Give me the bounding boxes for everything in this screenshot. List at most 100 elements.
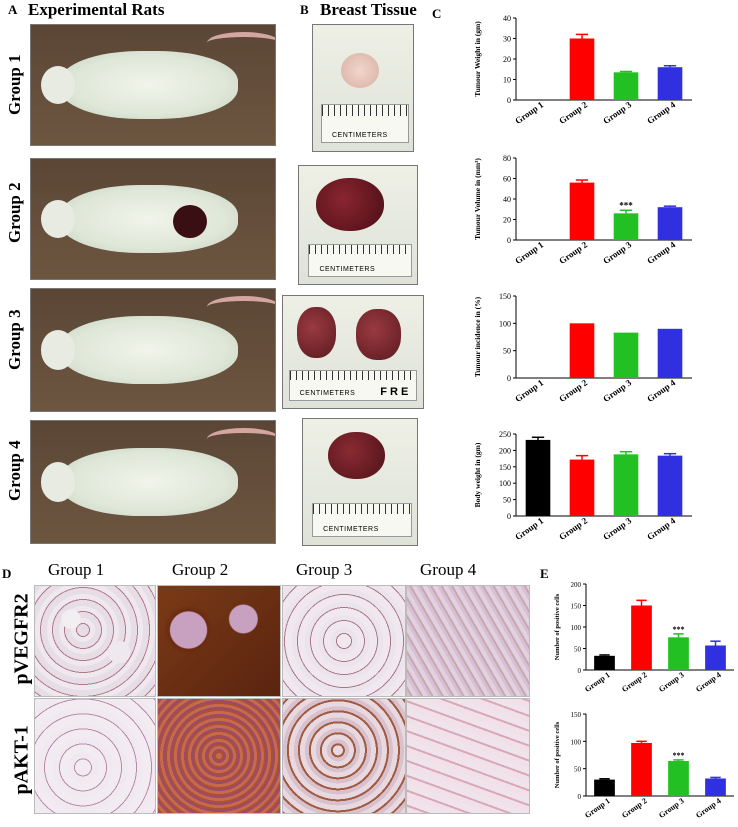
rat-photo-group-2 [30, 158, 276, 280]
y-tick-label: 0 [507, 96, 511, 105]
panel-c-letter: C [432, 6, 442, 21]
y-axis-label: Number of positive cells [554, 721, 561, 788]
bar [668, 637, 689, 670]
x-tick-label: Group 3 [601, 99, 633, 126]
x-tick-label: Group 2 [557, 377, 589, 404]
y-axis-label: Tumour Weight in (gm) [473, 21, 482, 97]
y-tick-label: 20 [503, 55, 511, 64]
row-label-group-1: Group 1 [5, 54, 24, 115]
bar [668, 761, 689, 796]
x-tick-label: Group 2 [620, 670, 649, 694]
bar [613, 72, 639, 100]
panel-b-letter: B [300, 2, 309, 17]
hist-col-group-1: Group 1 [48, 560, 105, 579]
x-tick-label: Group 1 [583, 670, 612, 694]
row-label-group-4: Group 4 [5, 440, 24, 501]
y-tick-label: 50 [574, 766, 582, 774]
y-tick-label: 50 [503, 347, 511, 356]
significance-label: *** [673, 751, 685, 760]
y-tick-label: 150 [571, 711, 582, 719]
bar [705, 645, 726, 670]
y-tick-label: 150 [499, 463, 511, 472]
bar [569, 323, 595, 378]
x-tick-label: Group 1 [513, 515, 545, 542]
bar [613, 332, 639, 378]
bar [569, 38, 595, 100]
body-weight-chart: Body weight in (gm) 0 50 100 150 200 250 Group … [473, 430, 692, 542]
tumour-mass [172, 204, 207, 239]
x-tick-label: Group 3 [601, 239, 633, 266]
y-tick-label: 50 [574, 646, 582, 654]
significance-label: *** [673, 625, 685, 634]
bar [657, 67, 683, 100]
y-tick-label: 0 [507, 236, 511, 245]
tissue-photo-group-1: CENTIMETERS [312, 24, 414, 152]
y-tick-label: 100 [571, 624, 582, 632]
pakt1-positive-cells-chart: Number of positive cells 0 50 100 150 Group 1… [554, 711, 734, 820]
x-tick-label: Group 2 [557, 99, 589, 126]
y-tick-label: 200 [571, 581, 582, 589]
x-tick-label: Group 4 [645, 515, 677, 542]
ruler-label: CENTIMETERS [332, 132, 388, 140]
y-tick-label: 10 [503, 76, 511, 85]
rat-photo-group-3 [30, 288, 276, 412]
x-tick-label: Group 3 [657, 796, 686, 820]
hist-row-pakt1: pAKT-1 [10, 725, 33, 795]
x-tick-label: Group 1 [513, 99, 545, 126]
y-tick-label: 80 [503, 154, 511, 163]
row-label-group-2: Group 2 [5, 182, 24, 243]
bar [594, 779, 615, 796]
tumour-weight-chart: Tumour Weight in (gm) 0 10 20 30 40 Group 1 Gro… [473, 14, 692, 126]
y-tick-label: 30 [503, 35, 511, 44]
y-tick-label: 40 [503, 195, 511, 204]
hist-col-group-4: Group 4 [420, 560, 477, 579]
y-tick-label: 100 [571, 738, 582, 746]
y-tick-label: 150 [499, 292, 511, 301]
bar [657, 455, 683, 516]
y-tick-label: 60 [503, 175, 511, 184]
tumour-volume-chart: Tumour Volume in (mm³) 0 20 40 60 80 Group 1 Gr… [473, 154, 692, 266]
x-tick-label: Group 2 [620, 796, 649, 820]
bar [631, 605, 652, 670]
ruler-label: CENTIMETERS [299, 390, 356, 398]
panel-a-title: Experimental Rats [28, 0, 165, 19]
hist-col-group-2: Group 2 [172, 560, 229, 579]
x-tick-label: Group 3 [657, 670, 686, 694]
hist-pakt1-group-4 [406, 698, 530, 814]
bar [613, 454, 639, 516]
y-tick-label: 0 [578, 793, 582, 801]
bar [631, 742, 652, 796]
y-tick-label: 100 [499, 479, 511, 488]
y-tick-label: 40 [503, 14, 511, 23]
bar [594, 655, 615, 670]
y-axis-label: Tumour Volume in (mm³) [473, 158, 482, 240]
ruler-extra-text: F R E [380, 386, 409, 399]
y-tick-label: 100 [499, 319, 511, 328]
significance-label: *** [619, 200, 633, 210]
ruler-label: CENTIMETERS [319, 265, 376, 273]
hist-pvegfr2-group-1 [34, 585, 156, 697]
y-tick-label: 150 [571, 603, 582, 611]
hist-pvegfr2-group-4 [406, 585, 530, 697]
hist-col-group-3: Group 3 [296, 560, 353, 579]
rat-photo-group-1 [30, 24, 276, 146]
x-tick-label: Group 3 [601, 515, 633, 542]
x-tick-label: Group 3 [601, 377, 633, 404]
x-tick-label: Group 4 [645, 99, 677, 126]
tissue-photo-group-3: CENTIMETERS F R E [282, 295, 424, 409]
y-tick-label: 50 [503, 496, 511, 505]
hist-pakt1-group-1 [34, 698, 156, 814]
bar [569, 182, 595, 240]
x-tick-label: Group 4 [645, 239, 677, 266]
bar [705, 778, 726, 796]
ruler-label: CENTIMETERS [323, 526, 379, 534]
y-tick-label: 0 [507, 512, 511, 521]
bar [525, 439, 551, 516]
y-tick-label: 200 [499, 446, 511, 455]
x-tick-label: Group 1 [583, 796, 612, 820]
y-tick-label: 20 [503, 216, 511, 225]
bar [569, 459, 595, 516]
hist-pvegfr2-group-2 [157, 585, 281, 697]
y-tick-label: 250 [499, 430, 511, 439]
y-tick-label: 0 [578, 667, 582, 675]
